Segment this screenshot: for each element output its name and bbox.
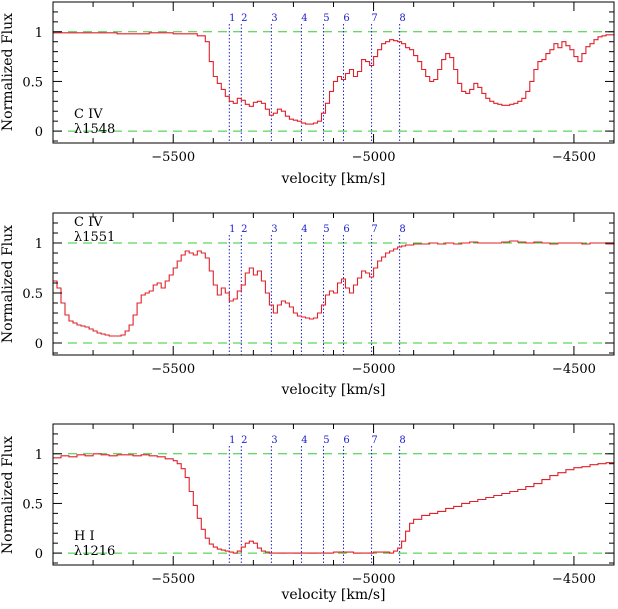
ion-label: H I	[74, 529, 95, 544]
component-label-2: 2	[241, 435, 247, 446]
wavelength-label: λ1548	[74, 122, 115, 137]
component-label-7: 7	[371, 435, 377, 446]
x-tick-label: −4500	[552, 572, 596, 587]
component-label-8: 8	[399, 435, 405, 446]
component-label-2: 2	[241, 224, 247, 235]
x-tick-label: −5000	[352, 572, 396, 587]
component-label-8: 8	[399, 13, 405, 24]
component-label-6: 6	[343, 13, 349, 24]
y-tick-label: 1	[35, 237, 43, 252]
wavelength-label: λ1216	[74, 544, 115, 559]
x-tick-label: −5000	[352, 362, 396, 377]
y-tick-label: 1	[35, 26, 43, 41]
y-tick-label: 0.5	[22, 287, 43, 302]
component-label-1: 1	[229, 435, 235, 446]
y-axis-label: Normalized Flux	[0, 225, 16, 343]
y-tick-label: 0	[35, 337, 43, 352]
x-tick-label: −5000	[352, 150, 396, 165]
plot-frame	[52, 1, 615, 144]
component-label-6: 6	[343, 224, 349, 235]
ion-label: C IV	[74, 215, 103, 230]
y-tick-label: 0	[35, 547, 43, 562]
x-tick-label: −4500	[552, 150, 596, 165]
x-axis-label: velocity [km/s]	[281, 171, 386, 187]
flux-spectrum	[53, 240, 615, 337]
x-axis-label: velocity [km/s]	[281, 587, 386, 603]
component-label-5: 5	[323, 224, 329, 235]
component-label-7: 7	[371, 13, 377, 24]
wavelength-label: λ1551	[74, 230, 115, 245]
component-label-5: 5	[323, 13, 329, 24]
component-label-5: 5	[323, 435, 329, 446]
x-tick-label: −5500	[151, 150, 195, 165]
y-axis-label: Normalized Flux	[0, 436, 16, 554]
y-tick-label: 0.5	[22, 497, 43, 512]
x-tick-label: −4500	[552, 362, 596, 377]
component-label-3: 3	[271, 13, 277, 24]
flux-spectrum	[53, 453, 615, 554]
ion-label: C IV	[74, 107, 103, 122]
component-label-4: 4	[301, 13, 307, 24]
y-tick-label: 1	[35, 448, 43, 463]
component-label-6: 6	[343, 435, 349, 446]
component-label-7: 7	[371, 224, 377, 235]
x-axis-label: velocity [km/s]	[281, 382, 386, 398]
component-label-8: 8	[399, 224, 405, 235]
y-tick-label: 0.5	[22, 75, 43, 90]
component-label-2: 2	[241, 13, 247, 24]
component-label-4: 4	[301, 224, 307, 235]
component-label-4: 4	[301, 435, 307, 446]
component-label-3: 3	[271, 224, 277, 235]
x-tick-label: −5500	[151, 362, 195, 377]
component-label-1: 1	[229, 224, 235, 235]
flux-spectrum	[53, 32, 615, 125]
x-tick-label: −5500	[151, 572, 195, 587]
y-tick-label: 0	[35, 125, 43, 140]
plot-frame	[52, 212, 615, 356]
y-axis-label: Normalized Flux	[0, 13, 16, 131]
component-label-3: 3	[271, 435, 277, 446]
plot-frame	[52, 423, 615, 566]
component-label-1: 1	[229, 13, 235, 24]
